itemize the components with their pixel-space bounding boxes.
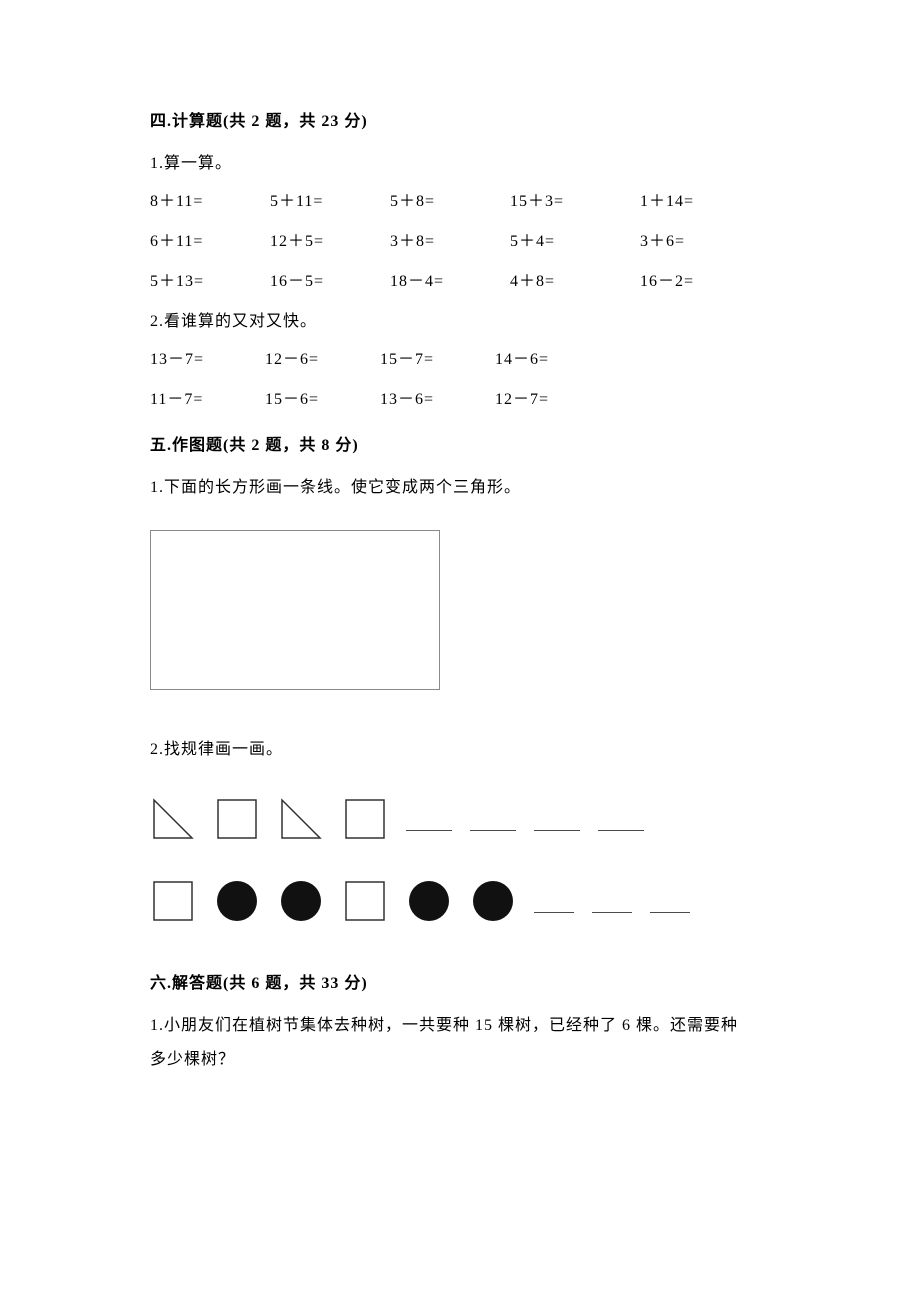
eq-cell: 4＋8= (510, 270, 640, 294)
eq-cell: 5＋13= (150, 270, 270, 294)
shape-slot (278, 878, 324, 924)
square-icon (214, 796, 260, 842)
eq-cell: 15－6= (265, 388, 380, 412)
eq-cell: 3＋6= (640, 230, 760, 254)
shape-slot (214, 796, 260, 842)
s4-q2-prompt: 2.看谁算的又对又快。 (150, 310, 770, 334)
filled-circle-icon (470, 878, 516, 924)
square-icon (342, 878, 388, 924)
eq-cell: 11－7= (150, 388, 265, 412)
eq-cell: 6＋11= (150, 230, 270, 254)
pattern-row-2 (150, 878, 770, 924)
shape-slot (470, 878, 516, 924)
answer-blank (470, 830, 516, 832)
triangle-icon (278, 796, 324, 842)
eq-cell: 13－7= (150, 348, 265, 372)
eq-cell: 13－6= (380, 388, 495, 412)
s6-q1-line2: 多少棵树？ (150, 1048, 770, 1072)
eq-cell: 3＋8= (390, 230, 510, 254)
answer-blank (592, 912, 632, 914)
answer-blank (406, 830, 452, 832)
section-6-header: 六.解答题(共 6 题，共 33 分) (150, 972, 770, 996)
shape-slot (278, 796, 324, 842)
shape-slot (214, 878, 260, 924)
eq-cell: 16－5= (270, 270, 390, 294)
eq-row: 6＋11= 12＋5= 3＋8= 5＋4= 3＋6= (150, 230, 770, 254)
eq-cell: 12－7= (495, 388, 610, 412)
eq-cell: 15＋3= (510, 190, 640, 214)
shape-slot (342, 796, 388, 842)
eq-cell: 5＋11= (270, 190, 390, 214)
s4-q1-grid: 8＋11= 5＋11= 5＋8= 15＋3= 1＋14= 6＋11= 12＋5=… (150, 190, 770, 294)
s5-q1-prompt: 1.下面的长方形画一条线。使它变成两个三角形。 (150, 476, 770, 500)
eq-row: 8＋11= 5＋11= 5＋8= 15＋3= 1＋14= (150, 190, 770, 214)
shape-slot (406, 878, 452, 924)
filled-circle-icon (214, 878, 260, 924)
eq-cell: 1＋14= (640, 190, 760, 214)
filled-circle-icon (406, 878, 452, 924)
filled-circle-icon (278, 878, 324, 924)
square-icon (342, 796, 388, 842)
answer-blank (534, 912, 574, 914)
eq-row: 13－7= 12－6= 15－7= 14－6= (150, 348, 770, 372)
eq-cell: 18－4= (390, 270, 510, 294)
triangle-icon (150, 796, 196, 842)
s4-q1-prompt: 1.算一算。 (150, 152, 770, 176)
eq-cell: 14－6= (495, 348, 610, 372)
eq-cell: 15－7= (380, 348, 495, 372)
square-icon (150, 878, 196, 924)
rectangle-figure (150, 530, 440, 690)
pattern-row-1 (150, 796, 770, 842)
eq-row: 11－7= 15－6= 13－6= 12－7= (150, 388, 770, 412)
eq-cell: 12－6= (265, 348, 380, 372)
eq-cell: 5＋8= (390, 190, 510, 214)
worksheet-page: 四.计算题(共 2 题，共 23 分) 1.算一算。 8＋11= 5＋11= 5… (0, 0, 920, 1146)
section-5-header: 五.作图题(共 2 题，共 8 分) (150, 434, 770, 458)
section-4-header: 四.计算题(共 2 题，共 23 分) (150, 110, 770, 134)
eq-cell: 8＋11= (150, 190, 270, 214)
shape-slot (342, 878, 388, 924)
shape-slot (150, 878, 196, 924)
eq-cell: 12＋5= (270, 230, 390, 254)
s6-q1-line1: 1.小朋友们在植树节集体去种树，一共要种 15 棵树，已经种了 6 棵。还需要种 (150, 1014, 770, 1038)
s4-q2-grid: 13－7= 12－6= 15－7= 14－6= 11－7= 15－6= 13－6… (150, 348, 770, 412)
s5-q2-prompt: 2.找规律画一画。 (150, 738, 770, 762)
answer-blank (598, 830, 644, 832)
answer-blank (534, 830, 580, 832)
eq-cell: 16－2= (640, 270, 760, 294)
eq-row: 5＋13= 16－5= 18－4= 4＋8= 16－2= (150, 270, 770, 294)
eq-cell: 5＋4= (510, 230, 640, 254)
answer-blank (650, 912, 690, 914)
shape-slot (150, 796, 196, 842)
